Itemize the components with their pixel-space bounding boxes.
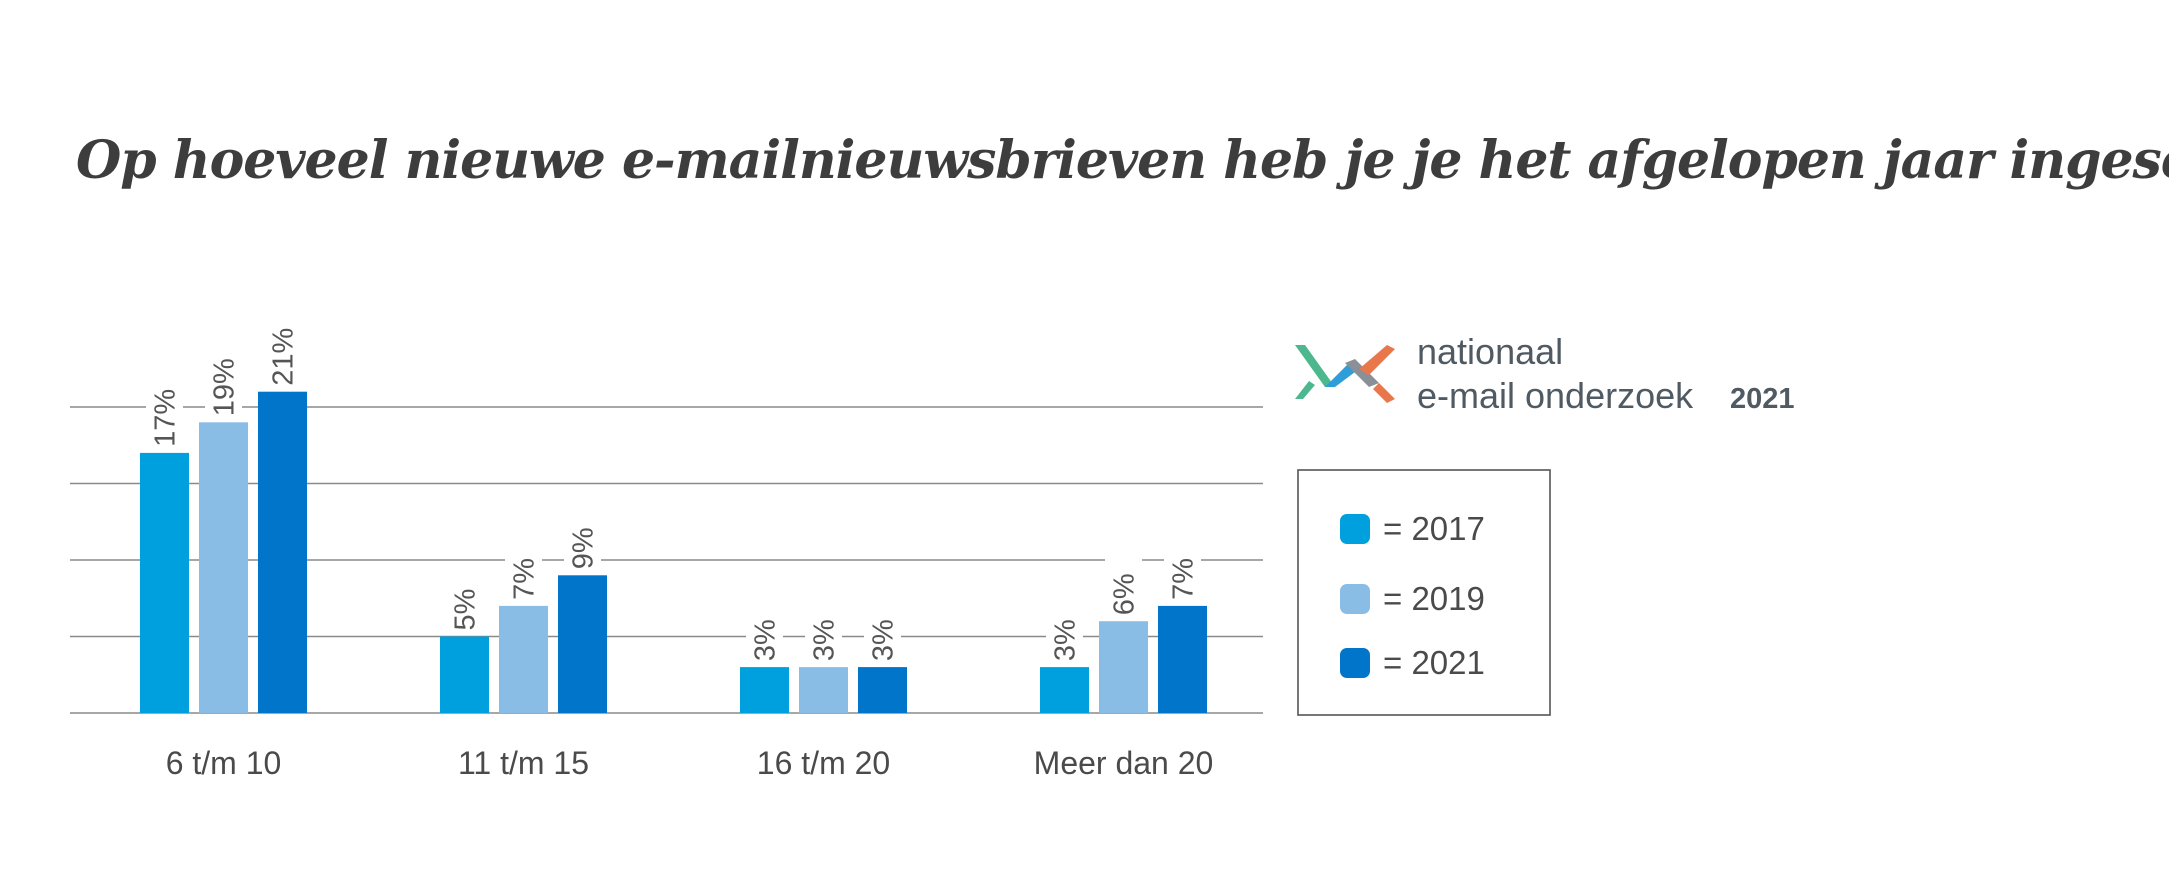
data-labels: 17% 19% 21% 5% 7% 9% 3% 3% 3% 3% 6% 7%: [150, 328, 1200, 661]
category-label-1: 11 t/m 15: [458, 745, 589, 781]
legend: = 2017 = 2019 = 2021: [1297, 469, 1551, 716]
category-labels: 6 t/m 10 11 t/m 15 16 t/m 20 Meer dan 20: [166, 745, 1214, 781]
logo-stroke-green-lower: [1295, 381, 1315, 399]
data-label-2017-3: 3%: [1050, 619, 1082, 661]
brand-line2: e-mail onderzoek: [1417, 375, 1694, 416]
logo-stroke-orange: [1359, 345, 1395, 375]
chart-title: Op hoeveel nieuwe e-mailnieuwsbrieven he…: [76, 130, 2169, 191]
data-label-2019-1: 7%: [509, 558, 541, 600]
data-label-2021-3: 7%: [1168, 558, 1200, 600]
legend-swatch-2021: [1340, 648, 1370, 678]
category-label-3: Meer dan 20: [1034, 745, 1214, 781]
brand-block: nationaal e-mail onderzoek 2021: [1295, 331, 1795, 416]
bar-2019-0: [199, 422, 248, 713]
bar-2021-3: [1158, 605, 1207, 713]
data-label-2019-3: 6%: [1109, 573, 1141, 615]
data-label-2019-2: 3%: [809, 619, 841, 661]
category-label-2: 16 t/m 20: [757, 745, 890, 781]
brand-year: 2021: [1730, 383, 1795, 415]
bar-2017-3: [1040, 667, 1089, 713]
legend-label-2021: = 2021: [1383, 644, 1485, 681]
bar-2017-0: [140, 452, 189, 713]
bars: [140, 391, 1207, 713]
data-label-2017-1: 5%: [450, 589, 482, 631]
legend-swatch-2019: [1340, 584, 1370, 614]
legend-box: [1297, 469, 1551, 716]
data-label-2021-1: 9%: [568, 527, 600, 569]
legend-swatch-2017: [1340, 514, 1370, 544]
bar-2021-2: [858, 667, 907, 713]
data-label-2021-0: 21%: [268, 328, 300, 386]
legend-label-2017: = 2017: [1383, 510, 1485, 547]
bar-2019-1: [499, 605, 548, 713]
bar-2019-2: [799, 667, 848, 713]
category-label-0: 6 t/m 10: [166, 745, 282, 781]
bar-2021-1: [558, 575, 607, 713]
logo-stroke-green: [1295, 345, 1335, 387]
logo-stroke-orange-lower: [1373, 383, 1395, 403]
data-label-2017-2: 3%: [750, 619, 782, 661]
bar-2019-3: [1099, 621, 1148, 713]
logo-stroke-blue: [1325, 363, 1359, 387]
data-label-2019-0: 19%: [209, 358, 241, 416]
logo-stroke-grey: [1345, 359, 1379, 387]
legend-label-2019: = 2019: [1383, 580, 1485, 617]
bar-2017-1: [440, 636, 489, 713]
bar-2017-2: [740, 667, 789, 713]
brand-line1: nationaal: [1417, 331, 1563, 372]
bar-2021-0: [258, 391, 307, 713]
data-label-2021-2: 3%: [868, 619, 900, 661]
data-label-2017-0: 17%: [150, 389, 182, 447]
envelope-m-logo-icon: [1295, 345, 1395, 403]
